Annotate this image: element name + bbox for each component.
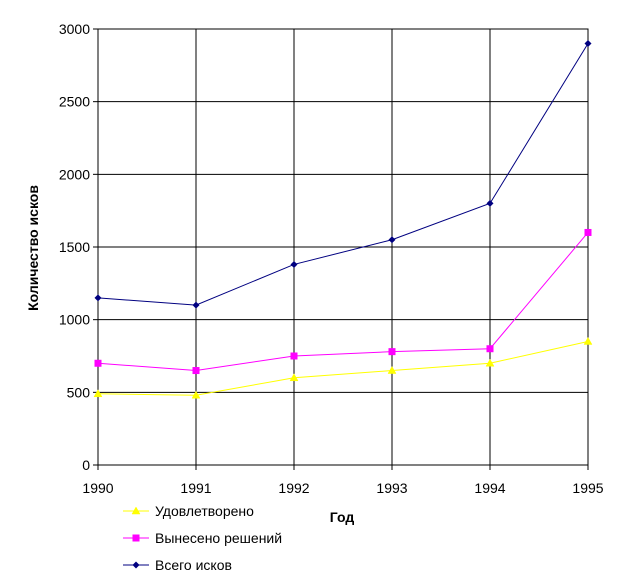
data-point <box>192 367 200 375</box>
data-point <box>486 345 494 353</box>
x-tick-label: 1995 <box>572 480 603 496</box>
data-point <box>94 359 102 367</box>
legend-item: Удовлетворено <box>123 503 254 519</box>
y-tick-label: 2500 <box>59 94 90 110</box>
series-2 <box>94 228 592 375</box>
data-point <box>387 366 397 374</box>
data-point <box>584 228 592 236</box>
series-3 <box>94 40 592 309</box>
data-point <box>94 294 102 302</box>
series-line <box>97 340 589 396</box>
series-line <box>97 232 589 372</box>
legend: Удовлетворено Вынесено решений Всего исков <box>123 503 282 573</box>
legend-marker <box>132 534 140 542</box>
y-axis-ticks: 0 500 1000 1500 2000 2500 3000 <box>59 21 98 473</box>
series-line <box>97 43 589 306</box>
data-point <box>485 358 495 367</box>
data-point <box>388 348 396 356</box>
x-tick-label: 1993 <box>376 480 407 496</box>
data-point <box>583 336 593 345</box>
x-tick-label: 1990 <box>82 480 113 496</box>
x-axis-label: Год <box>330 509 355 525</box>
y-tick-label: 3000 <box>59 21 90 37</box>
data-point <box>192 301 200 309</box>
legend-item: Всего исков <box>123 557 232 573</box>
data-point <box>93 389 103 398</box>
series-1 <box>93 336 593 399</box>
y-tick-label: 500 <box>67 384 91 400</box>
y-tick-label: 1000 <box>59 312 90 328</box>
y-tick-label: 1500 <box>59 239 90 255</box>
data-point <box>290 352 298 360</box>
data-point <box>486 199 494 207</box>
legend-item: Вынесено решений <box>123 530 282 546</box>
x-tick-label: 1992 <box>278 480 309 496</box>
data-point <box>584 40 592 48</box>
data-point <box>388 236 396 244</box>
legend-marker <box>132 561 140 569</box>
y-tick-label: 0 <box>82 457 90 473</box>
grid-lines <box>97 28 589 466</box>
data-point <box>191 390 201 399</box>
data-point <box>290 260 298 268</box>
x-tick-label: 1994 <box>474 480 505 496</box>
legend-label: Всего исков <box>155 557 232 573</box>
legend-marker <box>131 506 141 515</box>
legend-label: Вынесено решений <box>155 530 282 546</box>
y-axis-label: Количество исков <box>25 185 41 311</box>
legend-label: Удовлетворено <box>155 503 254 519</box>
x-axis-ticks: 1990 1991 1992 1993 1994 1995 <box>82 465 604 496</box>
x-tick-label: 1991 <box>180 480 211 496</box>
data-point <box>289 373 299 382</box>
series-group <box>93 40 593 399</box>
y-tick-label: 2000 <box>59 166 90 182</box>
